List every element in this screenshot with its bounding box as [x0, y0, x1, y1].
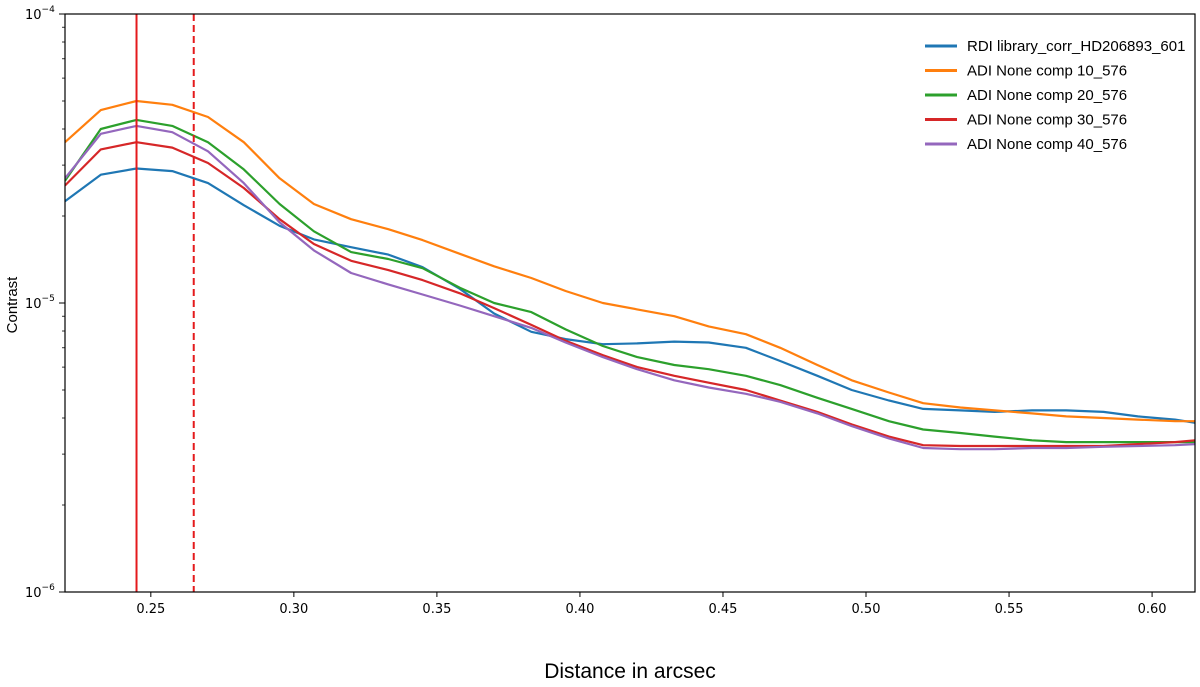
legend-label: ADI None comp 10_576 — [967, 63, 1127, 80]
series-line-4 — [65, 141, 1195, 448]
reference-lines — [135, 14, 195, 592]
series-lines — [65, 99, 1195, 451]
y-tick-label: 10−5 — [25, 294, 55, 312]
series-line-2 — [65, 99, 1195, 423]
legend: RDI library_corr_HD206893_601 ADI None co… — [925, 38, 1185, 153]
legend-label: RDI library_corr_HD206893_601 — [967, 38, 1185, 55]
x-tick-label: 0.30 — [279, 602, 308, 617]
series-line-1 — [65, 167, 1195, 424]
y-axis-ticks: 10−4 10−5 10−6 — [25, 5, 65, 601]
legend-label: ADI None comp 20_576 — [967, 87, 1127, 104]
legend-label: ADI None comp 40_576 — [967, 136, 1127, 153]
x-tick-label: 0.50 — [852, 602, 881, 617]
x-tick-label: 0.40 — [565, 602, 594, 617]
series-line-5 — [65, 124, 1195, 451]
series-line-3 — [65, 118, 1195, 444]
legend-label: ADI None comp 30_576 — [967, 112, 1127, 129]
x-tick-label: 0.25 — [136, 602, 165, 617]
x-tick-label: 0.60 — [1138, 602, 1167, 617]
x-tick-label: 0.35 — [422, 602, 451, 617]
x-axis-ticks: 0.25 0.30 0.35 0.40 0.45 0.50 0.55 0.60 — [136, 592, 1167, 617]
y-axis-label: Contrast — [4, 276, 21, 334]
y-tick-label: 10−4 — [25, 5, 55, 23]
x-axis-label: Distance in arcsec — [544, 660, 716, 683]
y-tick-label: 10−6 — [25, 583, 55, 601]
x-tick-label: 0.45 — [708, 602, 737, 617]
x-tick-label: 0.55 — [995, 602, 1024, 617]
